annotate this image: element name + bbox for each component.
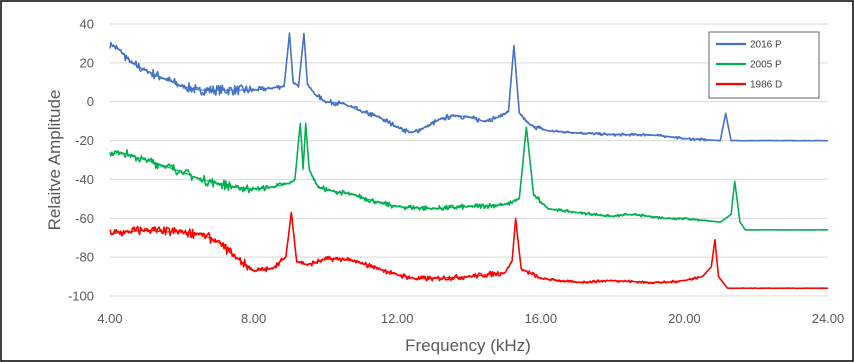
y-axis-title: Relaitve Amplitude (45, 90, 64, 231)
y-tick-label: 20 (80, 55, 94, 70)
x-tick-label: 4.00 (97, 311, 122, 326)
y-tick-label: -80 (75, 250, 94, 265)
legend-label: 1986 D (750, 80, 782, 91)
x-axis-ticks: 4.00 8.00 12.00 16.00 20.00 24.00 (97, 311, 844, 326)
x-tick-label: 16.00 (525, 311, 558, 326)
y-tick-label: -20 (75, 133, 94, 148)
y-tick-label: 0 (87, 94, 94, 109)
y-axis-ticks: 40 20 0 -20 -40 -60 -80 -100 (68, 17, 94, 304)
legend: 2016 P 2005 P 1986 D (708, 31, 820, 99)
y-tick-label: -60 (75, 211, 94, 226)
legend-label: 2005 P (750, 60, 782, 71)
y-tick-label: -100 (68, 289, 94, 304)
x-tick-label: 24.00 (812, 311, 845, 326)
gridlines (110, 23, 828, 297)
series-peaks-0 (109, 33, 828, 142)
y-tick-label: -40 (75, 172, 94, 187)
y-tick-label: 40 (80, 17, 94, 32)
series-peaks-2 (109, 211, 828, 289)
x-tick-label: 12.00 (381, 311, 414, 326)
series-peaks-1 (109, 122, 828, 231)
x-axis-title: Frequency (kHz) (405, 336, 531, 355)
series-layer (109, 32, 829, 290)
x-tick-label: 20.00 (668, 311, 701, 326)
legend-label: 2016 P (750, 40, 782, 51)
x-tick-label: 8.00 (241, 311, 266, 326)
